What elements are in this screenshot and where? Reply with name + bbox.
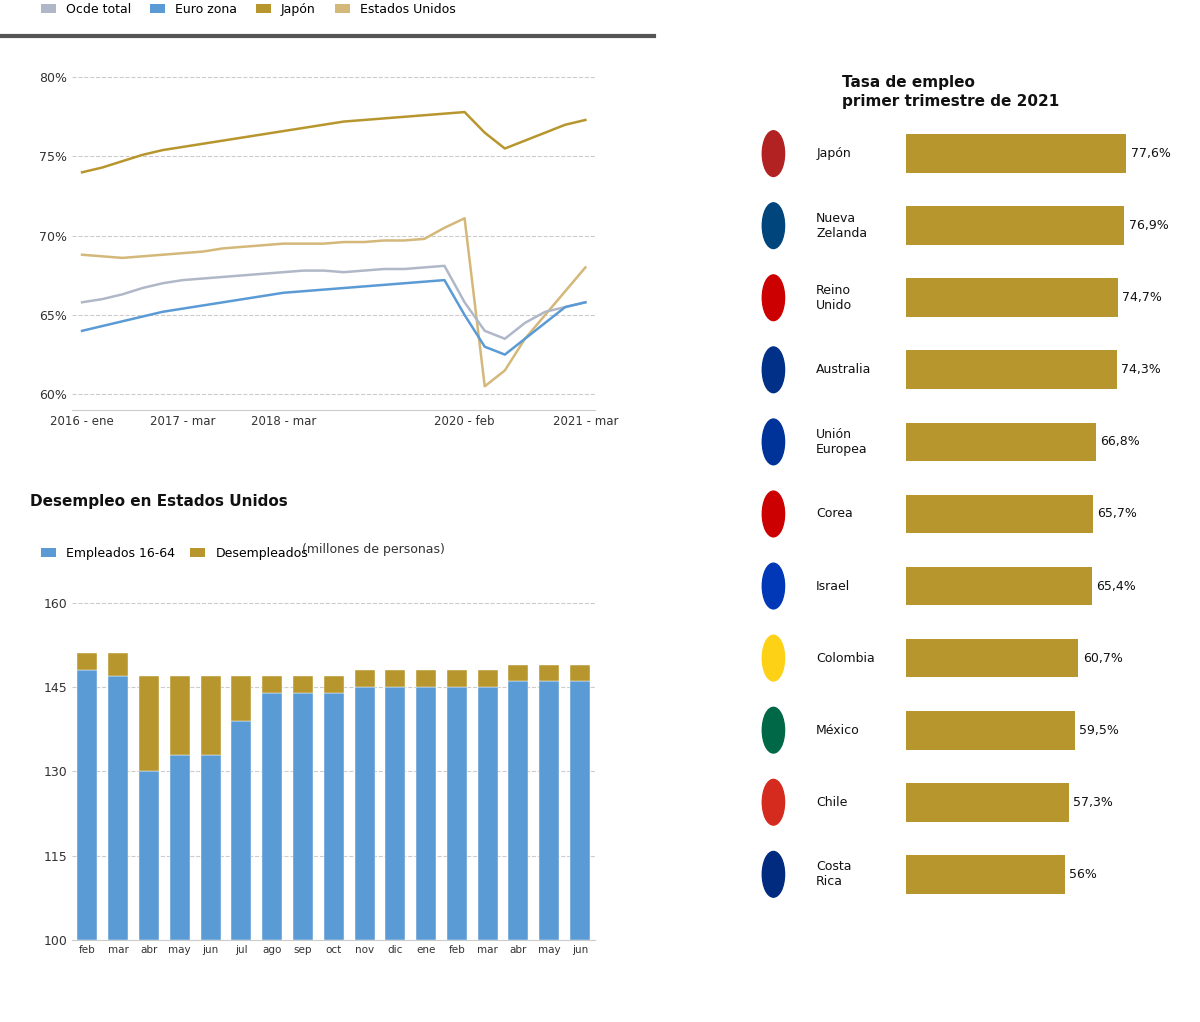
Legend: Ocde total, Euro zona, Japón, Estados Unidos: Ocde total, Euro zona, Japón, Estados Un…: [36, 0, 461, 20]
Bar: [293, 676, 313, 693]
Text: Costa
Rica: Costa Rica: [816, 861, 852, 888]
Text: Chile: Chile: [816, 796, 847, 808]
Circle shape: [762, 851, 785, 897]
FancyBboxPatch shape: [906, 134, 1127, 173]
Text: 59,5%: 59,5%: [1079, 724, 1120, 737]
Bar: [416, 687, 436, 940]
Bar: [108, 653, 128, 676]
Text: 74,7%: 74,7%: [1122, 291, 1163, 305]
Circle shape: [762, 780, 785, 825]
Circle shape: [762, 131, 785, 177]
FancyBboxPatch shape: [906, 711, 1075, 749]
Circle shape: [762, 202, 785, 248]
Circle shape: [762, 419, 785, 465]
FancyBboxPatch shape: [906, 351, 1117, 389]
Bar: [570, 664, 590, 682]
Bar: [446, 687, 467, 940]
Bar: [509, 664, 528, 682]
Text: Colombia: Colombia: [816, 652, 875, 664]
Bar: [232, 721, 251, 940]
Text: Nueva
Zelanda: Nueva Zelanda: [816, 212, 868, 240]
Bar: [446, 670, 467, 687]
Bar: [539, 682, 559, 940]
Bar: [262, 693, 282, 940]
Bar: [324, 693, 343, 940]
FancyBboxPatch shape: [906, 495, 1092, 533]
FancyBboxPatch shape: [906, 206, 1124, 245]
Bar: [77, 653, 97, 670]
Bar: [293, 693, 313, 940]
Bar: [570, 682, 590, 940]
Text: 77,6%: 77,6%: [1130, 147, 1170, 160]
Bar: [539, 664, 559, 682]
Circle shape: [762, 563, 785, 609]
Bar: [354, 670, 374, 687]
Bar: [200, 676, 221, 754]
Bar: [324, 676, 343, 693]
Bar: [169, 676, 190, 754]
Bar: [77, 670, 97, 940]
Text: 65,7%: 65,7%: [1097, 508, 1136, 520]
Circle shape: [762, 275, 785, 321]
Legend: Empleados 16-64, Desempleados: Empleados 16-64, Desempleados: [36, 542, 313, 565]
Bar: [262, 676, 282, 693]
Bar: [169, 754, 190, 940]
Text: Unión
Europea: Unión Europea: [816, 428, 868, 456]
Bar: [478, 670, 498, 687]
Text: Corea: Corea: [816, 508, 853, 520]
Text: Reino
Unido: Reino Unido: [816, 284, 852, 312]
FancyBboxPatch shape: [906, 783, 1069, 822]
FancyBboxPatch shape: [906, 855, 1066, 893]
FancyBboxPatch shape: [906, 278, 1118, 317]
Text: (millones de personas): (millones de personas): [302, 543, 445, 556]
FancyBboxPatch shape: [906, 422, 1096, 461]
Text: Desempleo en Estados Unidos: Desempleo en Estados Unidos: [30, 494, 288, 509]
FancyBboxPatch shape: [906, 639, 1079, 678]
Bar: [509, 682, 528, 940]
Bar: [108, 676, 128, 940]
Text: 74,3%: 74,3%: [1121, 363, 1162, 376]
Text: 66,8%: 66,8%: [1100, 435, 1140, 449]
Bar: [200, 754, 221, 940]
Bar: [416, 670, 436, 687]
Text: Japón: Japón: [816, 147, 851, 160]
Text: Tasa de empleo
primer trimestre de 2021: Tasa de empleo primer trimestre de 2021: [842, 75, 1060, 109]
Circle shape: [762, 347, 785, 392]
Circle shape: [762, 492, 785, 537]
Circle shape: [762, 636, 785, 681]
Text: 76,9%: 76,9%: [1129, 219, 1169, 232]
Text: 56%: 56%: [1069, 868, 1097, 881]
Text: Israel: Israel: [816, 579, 851, 593]
Circle shape: [762, 707, 785, 753]
Bar: [232, 676, 251, 721]
Text: 65,4%: 65,4%: [1096, 579, 1135, 593]
Bar: [354, 687, 374, 940]
Bar: [139, 772, 158, 940]
Bar: [139, 676, 158, 772]
Bar: [385, 670, 406, 687]
Bar: [478, 687, 498, 940]
Text: 60,7%: 60,7%: [1082, 652, 1122, 664]
Bar: [385, 687, 406, 940]
Text: Australia: Australia: [816, 363, 871, 376]
Text: México: México: [816, 724, 860, 737]
FancyBboxPatch shape: [906, 567, 1092, 605]
Text: 57,3%: 57,3%: [1073, 796, 1112, 808]
